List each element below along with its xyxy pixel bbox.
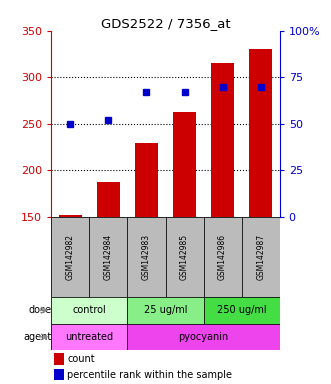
- Text: pyocyanin: pyocyanin: [178, 332, 229, 342]
- FancyBboxPatch shape: [127, 297, 204, 323]
- Bar: [54, 369, 64, 381]
- Text: untreated: untreated: [65, 332, 114, 342]
- Text: count: count: [67, 354, 95, 364]
- Text: GSM142985: GSM142985: [180, 234, 189, 280]
- FancyBboxPatch shape: [242, 217, 280, 297]
- Text: control: control: [72, 305, 106, 315]
- Bar: [249, 50, 272, 217]
- FancyBboxPatch shape: [51, 297, 127, 323]
- Bar: [97, 182, 120, 217]
- Text: GSM142987: GSM142987: [256, 234, 265, 280]
- Title: GDS2522 / 7356_at: GDS2522 / 7356_at: [101, 17, 230, 30]
- Bar: [54, 353, 64, 364]
- FancyBboxPatch shape: [204, 217, 242, 297]
- Bar: [135, 144, 158, 217]
- FancyBboxPatch shape: [89, 217, 127, 297]
- Text: 25 ug/ml: 25 ug/ml: [144, 305, 187, 315]
- FancyBboxPatch shape: [127, 323, 280, 350]
- FancyBboxPatch shape: [51, 323, 127, 350]
- Text: GSM142983: GSM142983: [142, 234, 151, 280]
- FancyBboxPatch shape: [204, 297, 280, 323]
- Bar: [211, 63, 234, 217]
- Text: agent: agent: [23, 332, 51, 342]
- Text: percentile rank within the sample: percentile rank within the sample: [67, 370, 232, 380]
- FancyBboxPatch shape: [166, 217, 204, 297]
- Text: GSM142982: GSM142982: [66, 234, 75, 280]
- Text: GSM142986: GSM142986: [218, 234, 227, 280]
- Text: 250 ug/ml: 250 ug/ml: [217, 305, 266, 315]
- Bar: [173, 112, 196, 217]
- FancyBboxPatch shape: [51, 217, 89, 297]
- Bar: [59, 215, 82, 217]
- Text: dose: dose: [28, 305, 51, 315]
- FancyBboxPatch shape: [127, 217, 166, 297]
- Text: GSM142984: GSM142984: [104, 234, 113, 280]
